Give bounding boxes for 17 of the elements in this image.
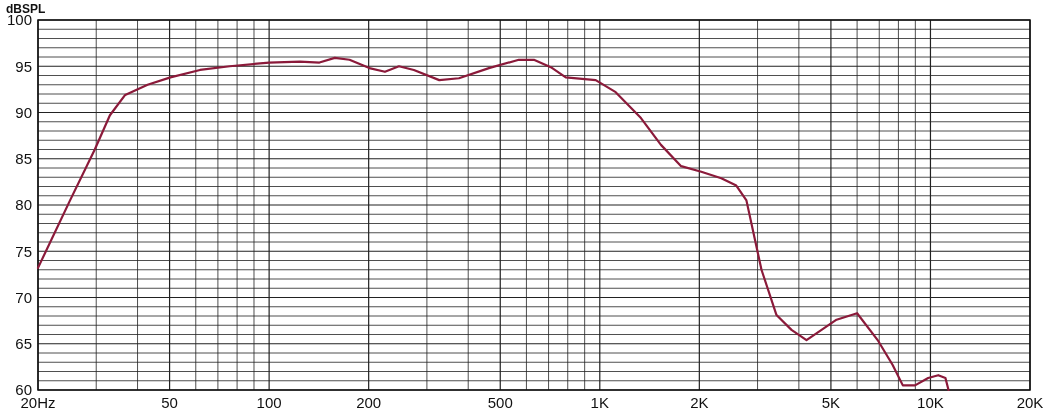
y-axis-title: dBSPL [6, 2, 46, 16]
y-tick-label: 65 [15, 335, 32, 352]
y-tick-label: 70 [15, 288, 32, 306]
x-tick-label: 10K [917, 394, 944, 411]
y-tick-label: 95 [15, 57, 32, 75]
x-tick-label: 100 [256, 394, 282, 411]
y-tick-label: 90 [15, 103, 32, 121]
y-tick-label: 80 [15, 196, 32, 214]
x-tick-label: 500 [487, 394, 513, 411]
x-tick-label: 5K [821, 394, 841, 411]
x-tick-label: 1K [590, 394, 609, 411]
x-tick-label: 2K [690, 394, 709, 411]
x-tick-label: 20K [1016, 394, 1044, 411]
y-tick-label: 85 [15, 150, 32, 167]
x-tick-label: 50 [161, 394, 178, 411]
y-tick-label: 75 [15, 242, 32, 260]
x-tick-label: 200 [356, 394, 382, 411]
